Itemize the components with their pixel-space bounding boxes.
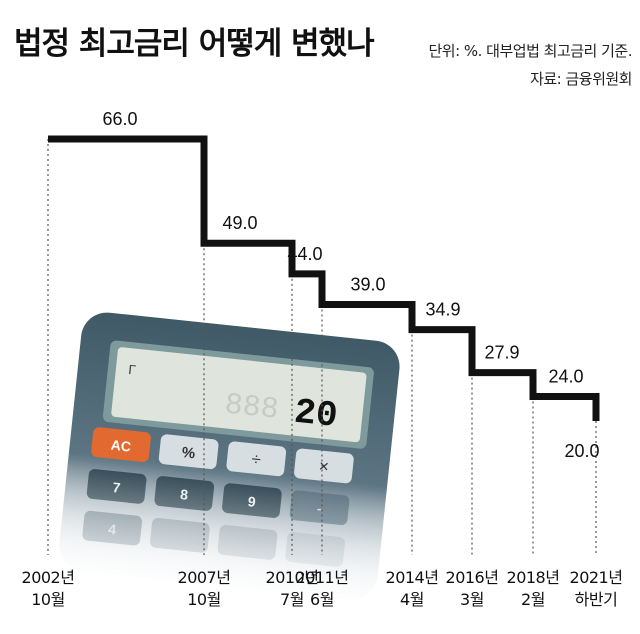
x-tick-label: 2016년 <box>446 568 499 587</box>
value-label: 49.0 <box>222 213 257 233</box>
value-label: 24.0 <box>548 366 583 386</box>
value-label: 34.9 <box>425 300 460 320</box>
x-tick-label: 2014년 <box>386 568 439 587</box>
value-label: 66.0 <box>102 109 137 129</box>
x-tick-sublabel: 7월 <box>280 590 304 609</box>
x-tick-sublabel: 4월 <box>400 590 424 609</box>
calculator-illustration: Γ 888 20 AC % ÷ × 7 8 9 - <box>45 303 413 618</box>
x-tick-label: 2021년 <box>570 568 623 587</box>
value-label: 39.0 <box>350 275 385 295</box>
x-tick-label: 2018년 <box>507 568 560 587</box>
x-tick-label: 2007년 <box>178 568 231 587</box>
x-tick-sublabel: 10월 <box>31 590 65 609</box>
page-title: 법정 최고금리 어떻게 변했나 <box>14 26 375 62</box>
x-tick-label: 2002년 <box>22 568 75 587</box>
value-label: 20.0 <box>564 441 599 461</box>
value-label: 44.0 <box>287 244 322 264</box>
source-note: 자료: 금융위원회 <box>530 70 632 88</box>
x-tick-sublabel: 6월 <box>310 590 334 609</box>
x-tick-sublabel: 하반기 <box>575 590 618 609</box>
x-tick-label: 2010년 <box>266 568 319 587</box>
unit-note: 단위: %. 대부업법 최고금리 기준. <box>428 42 632 60</box>
x-tick-sublabel: 2월 <box>521 590 545 609</box>
step-line <box>48 135 600 421</box>
x-tick-sublabel: 3월 <box>460 590 484 609</box>
x-tick-sublabel: 10월 <box>187 590 221 609</box>
x-tick-label: 2011년 <box>296 568 349 587</box>
calculator-fade <box>45 303 413 618</box>
value-label: 27.9 <box>484 343 519 363</box>
